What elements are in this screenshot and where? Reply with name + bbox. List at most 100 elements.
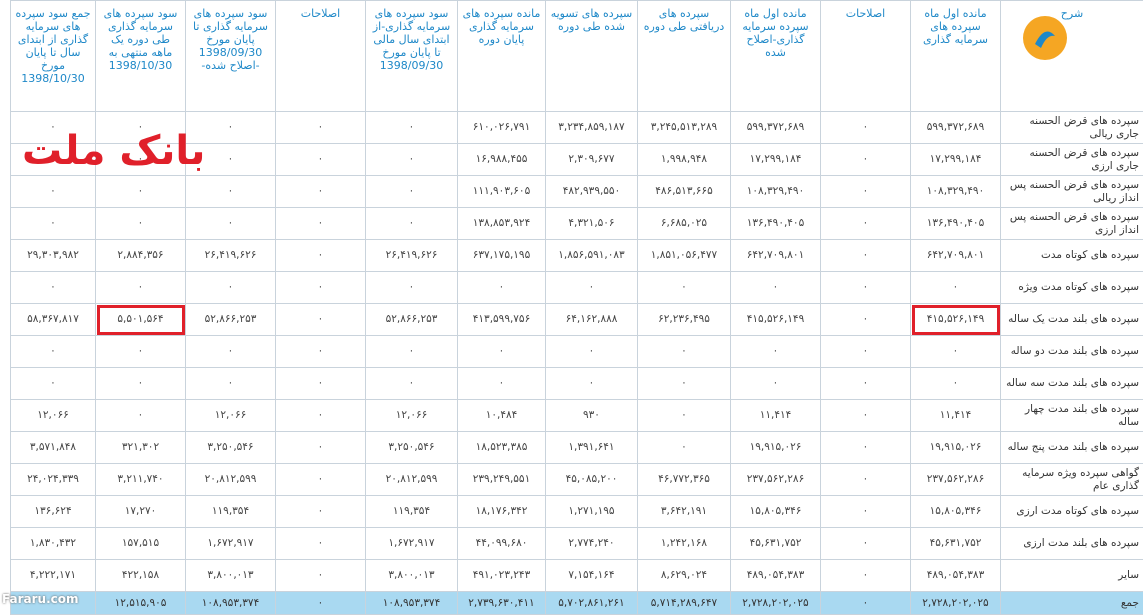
cell: ۱,۲۷۱,۱۹۵ — [546, 496, 638, 528]
cell: ۸,۶۲۹,۰۲۴ — [638, 560, 731, 592]
cell: ۱۷,۲۷۰ — [96, 496, 186, 528]
cell: ۰ — [911, 336, 1001, 368]
cell: ۳۲۱,۳۰۲ — [96, 432, 186, 464]
watermark: Fararu.com — [2, 592, 79, 606]
cell: ۰ — [366, 336, 458, 368]
cell: ۱,۸۵۶,۵۹۱,۰۸۳ — [546, 240, 638, 272]
cell: ۳,۲۵۰,۵۴۶ — [366, 432, 458, 464]
cell: ۲۳۷,۵۶۲,۲۸۶ — [911, 464, 1001, 496]
cell: ۶۲,۲۳۶,۴۹۵ — [638, 304, 731, 336]
cell: ۱۹,۹۱۵,۰۲۶ — [731, 432, 821, 464]
cell: ۰ — [276, 464, 366, 496]
row-label: سپرده های بلند مدت دو ساله — [1001, 336, 1143, 368]
row-label: سپرده های بلند مدت ارزی — [1001, 528, 1143, 560]
cell: ۱,۹۹۸,۹۴۸ — [638, 144, 731, 176]
cell: ۱۱۹,۳۵۴ — [186, 496, 276, 528]
cell: ۰ — [366, 208, 458, 240]
header-cell: جمع سود سپرده های سرمایه گذاری از ابتدای… — [11, 1, 96, 112]
cell: ۰ — [821, 464, 911, 496]
header-cell: اصلاحات — [821, 1, 911, 112]
cell: ۰ — [186, 336, 276, 368]
cell: ۴۱۵,۵۲۶,۱۴۹ — [731, 304, 821, 336]
cell: ۰ — [276, 272, 366, 304]
cell: ۰ — [11, 176, 96, 208]
cell: ۵۲,۸۶۶,۲۵۳ — [366, 304, 458, 336]
cell: ۲۳۷,۵۶۲,۲۸۶ — [731, 464, 821, 496]
cell: ۴۵,۶۳۱,۷۵۲ — [731, 528, 821, 560]
row-label: سپرده های بلند مدت یک ساله — [1001, 304, 1143, 336]
cell: ۴۹۱,۰۲۳,۲۴۳ — [458, 560, 546, 592]
header-cell: اصلاحات — [276, 1, 366, 112]
cell: ۰ — [821, 432, 911, 464]
cell: ۴۱۳,۵۹۹,۷۵۶ — [458, 304, 546, 336]
cell: ۱۱۹,۳۵۴ — [366, 496, 458, 528]
header-cell: سود سپرده های سرمایه گذاری تا پایان مورخ… — [186, 1, 276, 112]
cell: ۱۰,۴۸۴ — [458, 400, 546, 432]
cell: ۰ — [96, 176, 186, 208]
row-label: سپرده های کوتاه مدت ارزی — [1001, 496, 1143, 528]
header-cell: سود سپرده های سرمایه گذاری طی دوره یک ما… — [96, 1, 186, 112]
cell: ۱۵,۸۰۵,۳۴۶ — [731, 496, 821, 528]
cell: ۴۴,۰۹۹,۶۸۰ — [458, 528, 546, 560]
cell: ۱۰۸,۳۲۹,۴۹۰ — [731, 176, 821, 208]
bank-overlay: بانک ملت — [22, 128, 205, 174]
cell: ۱۱۱,۹۰۳,۶۰۵ — [458, 176, 546, 208]
cell: ۱۳۶,۴۹۰,۴۰۵ — [911, 208, 1001, 240]
cell: ۲۳۹,۲۴۹,۵۵۱ — [458, 464, 546, 496]
total-cell: ۱۲,۵۱۵,۹۰۵ — [96, 592, 186, 615]
cell: ۰ — [638, 336, 731, 368]
cell: ۴۸۹,۰۵۴,۳۸۳ — [731, 560, 821, 592]
cell: ۰ — [821, 240, 911, 272]
cell: ۰ — [638, 368, 731, 400]
row-label: سپرده های بلند مدت پنج ساله — [1001, 432, 1143, 464]
cell: ۴۵,۰۸۵,۲۰۰ — [546, 464, 638, 496]
cell: ۵۹۹,۳۷۲,۶۸۹ — [731, 112, 821, 144]
row-label: سپرده های بلند مدت سه ساله — [1001, 368, 1143, 400]
cell: ۳,۸۰۰,۰۱۳ — [366, 560, 458, 592]
cell: ۰ — [276, 560, 366, 592]
row-label: سپرده های قرض الحسنه پس انداز ریالی — [1001, 176, 1143, 208]
cell: ۱۳۶,۶۲۴ — [11, 496, 96, 528]
cell: ۰ — [821, 496, 911, 528]
total-cell: ۱۰۸,۹۵۳,۳۷۴ — [186, 592, 276, 615]
cell: ۰ — [911, 272, 1001, 304]
cell: ۰ — [821, 528, 911, 560]
cell: ۰ — [186, 272, 276, 304]
cell: ۰ — [366, 144, 458, 176]
cell: ۴۸۶,۵۱۳,۶۶۵ — [638, 176, 731, 208]
cell: ۰ — [11, 272, 96, 304]
cell: ۱,۶۷۲,۹۱۷ — [186, 528, 276, 560]
cell: ۵۸,۳۶۷,۸۱۷ — [11, 304, 96, 336]
cell: ۰ — [11, 208, 96, 240]
header-cell: مانده اول ماه سپرده سرمایه گذاری-اصلاح ش… — [731, 1, 821, 112]
cell: ۳,۲۳۴,۸۵۹,۱۸۷ — [546, 112, 638, 144]
cell: ۴۸۲,۹۳۹,۵۵۰ — [546, 176, 638, 208]
cell: ۰ — [366, 368, 458, 400]
cell: ۰ — [186, 176, 276, 208]
row-label: سپرده های قرض الحسنه جاری ارزی — [1001, 144, 1143, 176]
cell: ۱۳۶,۴۹۰,۴۰۵ — [731, 208, 821, 240]
cell: ۳,۵۷۱,۸۴۸ — [11, 432, 96, 464]
cell: ۰ — [821, 176, 911, 208]
cell: ۰ — [821, 272, 911, 304]
cell: ۰ — [638, 432, 731, 464]
cell: ۶۴۲,۷۰۹,۸۰۱ — [731, 240, 821, 272]
row-label: سپرده های کوتاه مدت ویژه — [1001, 272, 1143, 304]
cell: ۷,۱۵۴,۱۶۴ — [546, 560, 638, 592]
total-cell: ۲,۷۳۹,۶۳۰,۴۱۱ — [458, 592, 546, 615]
cell: ۱۸,۱۷۶,۳۴۲ — [458, 496, 546, 528]
cell: ۲۹,۳۰۳,۹۸۲ — [11, 240, 96, 272]
cell: ۱۳۸,۸۵۳,۹۲۴ — [458, 208, 546, 240]
table-row: سپرده های قرض الحسنه پس انداز ریالی ۱۰۸,۳… — [11, 176, 1143, 208]
row-label: سپرده های کوتاه مدت — [1001, 240, 1143, 272]
cell: ۲,۸۸۴,۳۵۶ — [96, 240, 186, 272]
cell: ۰ — [96, 368, 186, 400]
